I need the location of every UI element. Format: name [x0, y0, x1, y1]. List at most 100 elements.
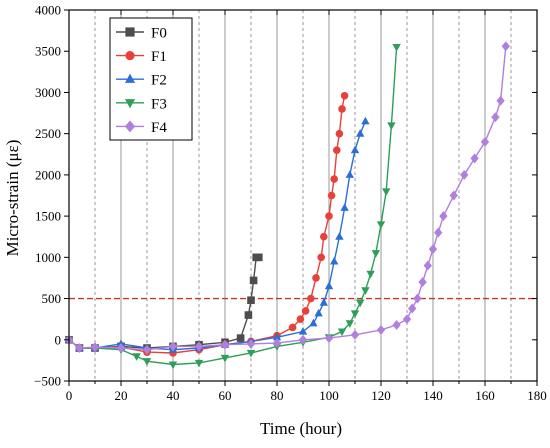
data-point-f4 [408, 303, 417, 314]
data-point-f1 [296, 315, 305, 323]
legend-marker-f4 [124, 120, 136, 133]
legend-marker-f3 [124, 99, 136, 109]
data-point-f2 [361, 116, 370, 125]
legend-label-f2: F2 [151, 73, 167, 89]
legend-label-f1: F1 [151, 49, 167, 65]
x-tick-label: 180 [527, 388, 547, 403]
data-point-f3 [132, 353, 141, 361]
data-point-f2 [298, 326, 308, 335]
data-point-f2 [272, 332, 282, 341]
x-tick-label: 120 [371, 388, 391, 403]
data-point-f2 [324, 281, 334, 290]
series-f4 [64, 41, 510, 355]
x-tick-label: 100 [319, 388, 339, 403]
data-point-f3 [387, 122, 396, 130]
data-point-f4 [75, 343, 84, 353]
data-point-f2 [340, 203, 349, 211]
data-point-f0 [244, 311, 253, 319]
data-point-f4 [501, 41, 510, 52]
series-line-f2 [68, 121, 367, 351]
data-point-f0 [255, 253, 263, 262]
data-point-f2 [314, 308, 323, 317]
data-point-f2 [350, 145, 360, 154]
data-point-f3 [361, 287, 370, 295]
legend-marker-f2 [124, 73, 136, 83]
data-point-f4 [402, 314, 412, 325]
data-point-f0 [249, 276, 258, 285]
data-point-f3 [392, 44, 401, 52]
legend: F0 F1 F2 F3 F4 [109, 17, 193, 141]
data-point-f4 [220, 339, 230, 350]
data-point-f1 [320, 232, 328, 241]
data-point-f1 [317, 253, 326, 262]
data-point-f4 [428, 244, 438, 255]
y-tick-label: 3000 [35, 85, 61, 100]
data-point-f4 [470, 153, 479, 164]
data-point-f3 [337, 328, 347, 337]
y-tick-label: 1500 [35, 209, 61, 224]
data-point-f3 [220, 354, 230, 363]
y-axis-title: Micro-strain (με) [3, 140, 22, 257]
data-point-f4 [116, 343, 126, 353]
data-point-f1 [327, 191, 336, 200]
data-point-f1 [340, 91, 349, 100]
data-point-f4 [449, 190, 458, 201]
x-tick-label: 160 [475, 388, 495, 403]
data-point-f4 [418, 277, 427, 288]
data-point-f3 [345, 320, 354, 328]
data-point-f3 [366, 270, 375, 279]
x-axis-title: Time (hour) [260, 419, 342, 438]
data-point-f1 [301, 307, 310, 315]
series-f1 [65, 91, 349, 357]
data-point-f4 [392, 319, 401, 330]
data-point-f2 [335, 232, 344, 240]
data-point-f4 [460, 169, 469, 180]
data-point-f4 [90, 342, 100, 353]
data-point-f4 [480, 136, 490, 147]
data-point-f4 [491, 112, 500, 123]
data-point-f1 [333, 146, 341, 154]
data-point-f3 [356, 299, 365, 308]
data-point-f2 [309, 318, 318, 327]
y-tick-label: −500 [34, 374, 61, 389]
data-point-f3 [142, 358, 152, 366]
data-point-f3 [371, 250, 380, 258]
data-point-f3 [376, 221, 386, 229]
data-point-f1 [312, 274, 320, 282]
x-tick-label: 60 [219, 388, 232, 403]
y-tick-label: 2000 [35, 167, 61, 182]
data-point-f4 [434, 227, 443, 238]
series-line-f0 [68, 256, 259, 349]
x-tick-label: 40 [167, 388, 180, 403]
data-point-f4 [496, 95, 505, 106]
data-point-f1 [307, 294, 315, 303]
data-point-f1 [335, 129, 344, 138]
data-point-f3 [382, 188, 391, 196]
data-point-f4 [168, 341, 178, 352]
series-line-f1 [68, 95, 346, 354]
data-point-f0 [236, 334, 245, 342]
legend-label-f0: F0 [151, 26, 167, 42]
data-point-f1 [338, 105, 346, 113]
data-point-f4 [413, 293, 422, 304]
y-tick-label: 4000 [35, 3, 61, 18]
data-point-f2 [330, 256, 339, 265]
x-tick-label: 20 [115, 388, 128, 403]
x-tick-label: 80 [271, 388, 284, 403]
y-tick-label: 0 [55, 332, 62, 347]
data-point-f4 [376, 324, 386, 335]
data-point-f3 [246, 349, 256, 358]
data-point-f2 [319, 298, 328, 306]
y-tick-label: 3500 [35, 44, 61, 59]
legend-marker-f1 [125, 51, 135, 61]
data-point-f2 [345, 170, 354, 178]
data-point-f4 [246, 338, 256, 349]
legend-marker-f0 [125, 27, 135, 37]
data-point-f4 [272, 338, 282, 349]
data-point-f0 [247, 296, 255, 305]
y-tick-label: 1000 [35, 250, 61, 265]
data-point-f4 [298, 334, 308, 345]
axes-group: 0 20 40 60 80 100 120 140 160 180 −500 0 500 1000 1500… [34, 3, 547, 404]
